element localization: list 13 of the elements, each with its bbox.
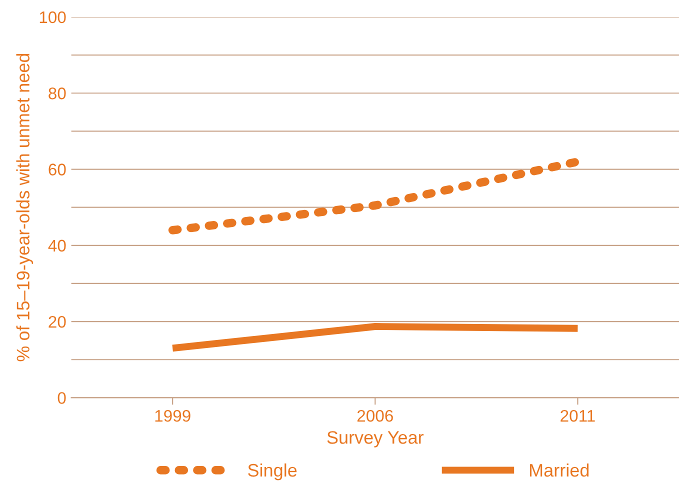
y-tick-label: 80 (48, 88, 66, 100)
y-tick-label: 40 (48, 240, 66, 252)
y-tick-label: 20 (48, 316, 66, 328)
y-tick-label: 60 (48, 164, 66, 176)
legend-label: Married (530, 463, 589, 477)
x-tick-label: 2011 (560, 410, 595, 422)
y-axis-title: % of 15–19-year-olds with unmet need (16, 54, 34, 362)
x-tick-label: 1999 (155, 410, 190, 422)
legend-label: Single (248, 463, 297, 480)
x-tick-label: 2006 (357, 410, 393, 422)
y-tick-label: 100 (40, 11, 66, 24)
y-tick-label: 0 (58, 392, 66, 404)
x-axis-title: Survey Year (327, 431, 424, 448)
